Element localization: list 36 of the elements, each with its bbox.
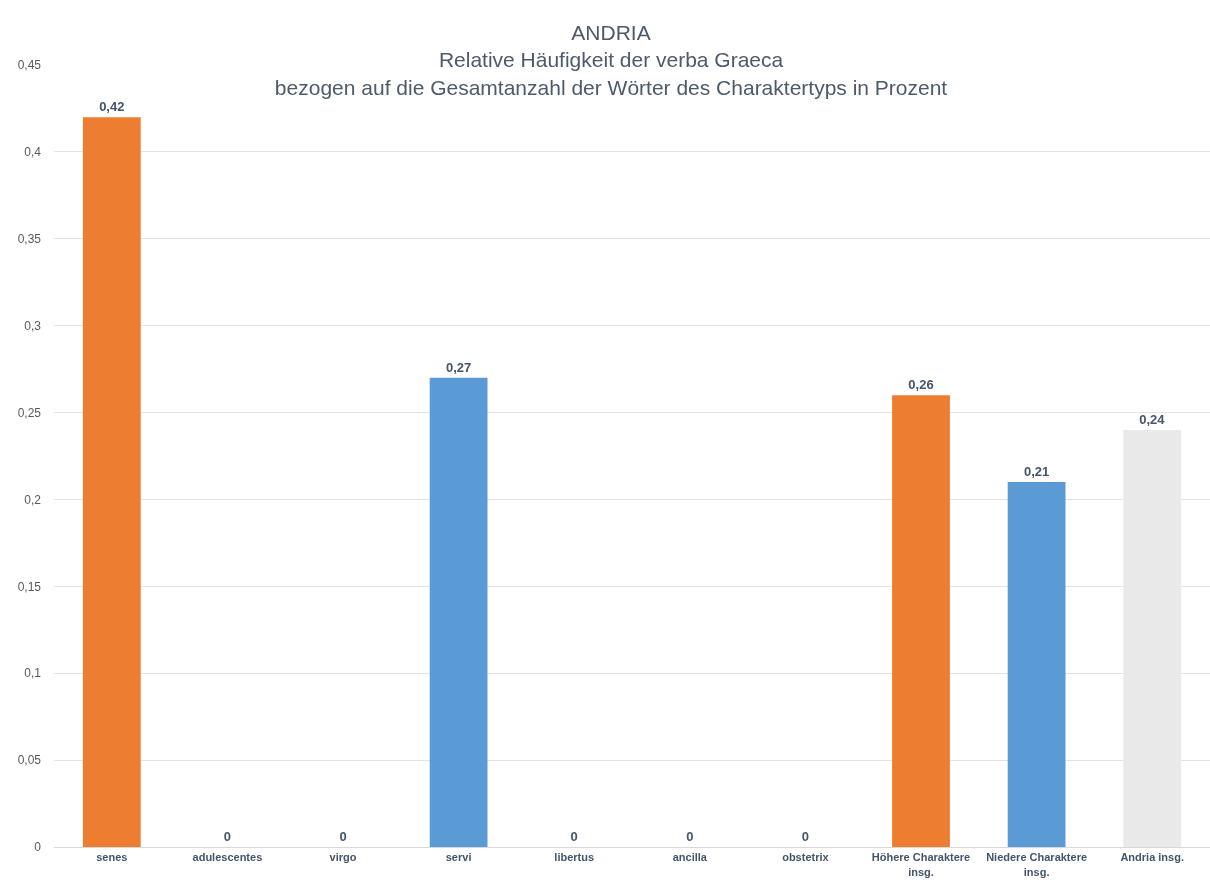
data-label: 0 <box>686 829 694 844</box>
y-tick-label: 0,2 <box>24 492 42 507</box>
bar <box>892 395 950 847</box>
data-label: 0,21 <box>1023 464 1050 480</box>
bar <box>82 117 141 847</box>
y-tick-label: 0 <box>34 840 42 855</box>
data-label: 0,27 <box>445 359 472 375</box>
bar <box>1007 482 1066 847</box>
x-tick-label: adulescentes <box>192 851 263 864</box>
chart-title: ANDRIA <box>571 21 651 44</box>
x-tick-label: virgo <box>329 851 357 864</box>
y-tick-label: 0,45 <box>17 58 42 73</box>
y-tick-label: 0,4 <box>24 145 42 160</box>
x-tick-label: Andria insg. <box>1120 851 1184 864</box>
y-tick-label: 0,35 <box>17 231 42 246</box>
x-tick-label: senes <box>96 851 128 864</box>
x-tick-label: obstetrix <box>782 851 830 864</box>
bar <box>429 377 488 847</box>
y-tick-label: 0,25 <box>17 405 42 420</box>
y-tick-label: 0,15 <box>17 579 42 594</box>
x-tick-label: servi <box>445 851 472 864</box>
x-tick-label: Niedere Charaktere insg. <box>986 851 1088 878</box>
data-label: 0,42 <box>99 99 125 115</box>
y-tick-label: 0,3 <box>24 318 42 333</box>
data-label: 0 <box>570 829 578 844</box>
data-label: 0 <box>223 829 232 844</box>
x-tick-label: ancilla <box>672 851 708 864</box>
y-tick-label: 0,1 <box>24 666 42 681</box>
data-label: 0 <box>801 829 810 844</box>
data-label: 0,24 <box>1139 411 1166 427</box>
chart-subtitle: Relative Häufigkeit der verba Graeca bezogen auf die Gesamtanzahl der Wörter des Charaktertyps in Prozent <box>274 48 948 99</box>
y-tick-label: 0,05 <box>17 753 42 768</box>
x-tick-label: Höhere Charaktere insg. <box>871 851 971 878</box>
data-label: 0,26 <box>908 377 934 393</box>
x-tick-label: libertus <box>554 851 595 864</box>
data-label: 0 <box>339 829 347 844</box>
